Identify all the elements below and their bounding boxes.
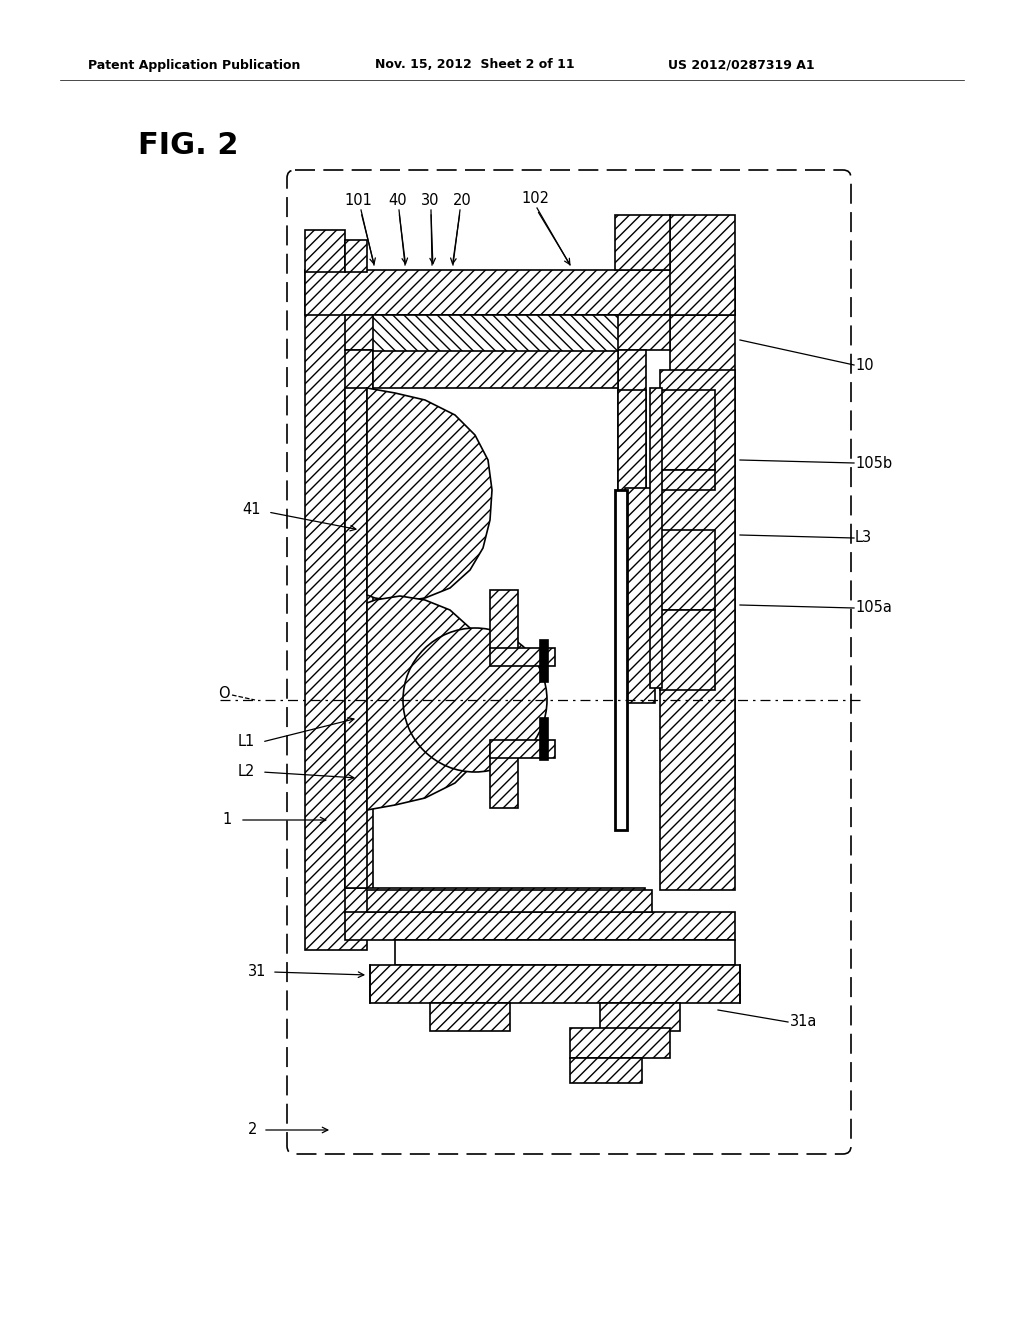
Bar bbox=[600, 1003, 680, 1031]
Text: 102: 102 bbox=[521, 191, 549, 206]
Text: 105a: 105a bbox=[855, 601, 892, 615]
Bar bbox=[490, 741, 555, 758]
Bar bbox=[660, 389, 715, 470]
Bar bbox=[540, 640, 548, 682]
Text: 101: 101 bbox=[344, 193, 372, 209]
Text: L3: L3 bbox=[855, 531, 872, 545]
Text: 40: 40 bbox=[389, 193, 408, 209]
Bar bbox=[618, 350, 646, 660]
Bar bbox=[395, 940, 735, 965]
Bar bbox=[345, 912, 735, 940]
Bar bbox=[373, 315, 618, 351]
Polygon shape bbox=[367, 388, 492, 602]
Bar bbox=[305, 271, 735, 315]
Bar bbox=[305, 271, 367, 950]
Bar bbox=[570, 1059, 642, 1082]
Bar bbox=[660, 370, 735, 890]
Text: 41: 41 bbox=[242, 503, 260, 517]
Text: L2: L2 bbox=[238, 764, 255, 780]
Text: 2: 2 bbox=[248, 1122, 257, 1138]
Bar bbox=[490, 748, 518, 808]
Bar bbox=[305, 230, 345, 272]
Bar bbox=[373, 350, 618, 388]
Bar bbox=[367, 890, 652, 912]
Bar bbox=[345, 388, 367, 888]
Bar bbox=[625, 488, 655, 704]
Text: O: O bbox=[218, 685, 229, 701]
Bar bbox=[540, 718, 548, 760]
Bar bbox=[345, 888, 645, 913]
Text: 20: 20 bbox=[453, 193, 471, 209]
Bar bbox=[490, 590, 518, 649]
Bar bbox=[670, 271, 735, 789]
Bar bbox=[490, 648, 555, 667]
Bar bbox=[670, 215, 735, 315]
Text: US 2012/0287319 A1: US 2012/0287319 A1 bbox=[668, 58, 815, 71]
Bar bbox=[615, 490, 627, 830]
Text: Patent Application Publication: Patent Application Publication bbox=[88, 58, 300, 71]
Text: 105b: 105b bbox=[855, 455, 892, 470]
Bar bbox=[570, 1028, 670, 1059]
Bar bbox=[660, 531, 715, 610]
Bar bbox=[345, 240, 367, 272]
Text: Nov. 15, 2012  Sheet 2 of 11: Nov. 15, 2012 Sheet 2 of 11 bbox=[375, 58, 574, 71]
Text: 31a: 31a bbox=[790, 1015, 817, 1030]
Circle shape bbox=[403, 628, 547, 772]
Bar bbox=[345, 350, 373, 890]
Bar bbox=[660, 470, 715, 490]
Text: FIG. 2: FIG. 2 bbox=[138, 131, 239, 160]
Text: 30: 30 bbox=[421, 193, 439, 209]
Text: L1: L1 bbox=[238, 734, 255, 750]
Text: 1: 1 bbox=[222, 813, 231, 828]
Text: 31: 31 bbox=[248, 965, 266, 979]
Bar bbox=[660, 610, 715, 690]
Bar bbox=[615, 215, 670, 271]
Bar bbox=[618, 389, 646, 690]
Bar bbox=[370, 965, 740, 1003]
Bar bbox=[345, 315, 670, 350]
Polygon shape bbox=[367, 597, 492, 810]
Text: 10: 10 bbox=[855, 358, 873, 372]
Bar bbox=[430, 1003, 510, 1031]
Bar bbox=[650, 388, 662, 688]
